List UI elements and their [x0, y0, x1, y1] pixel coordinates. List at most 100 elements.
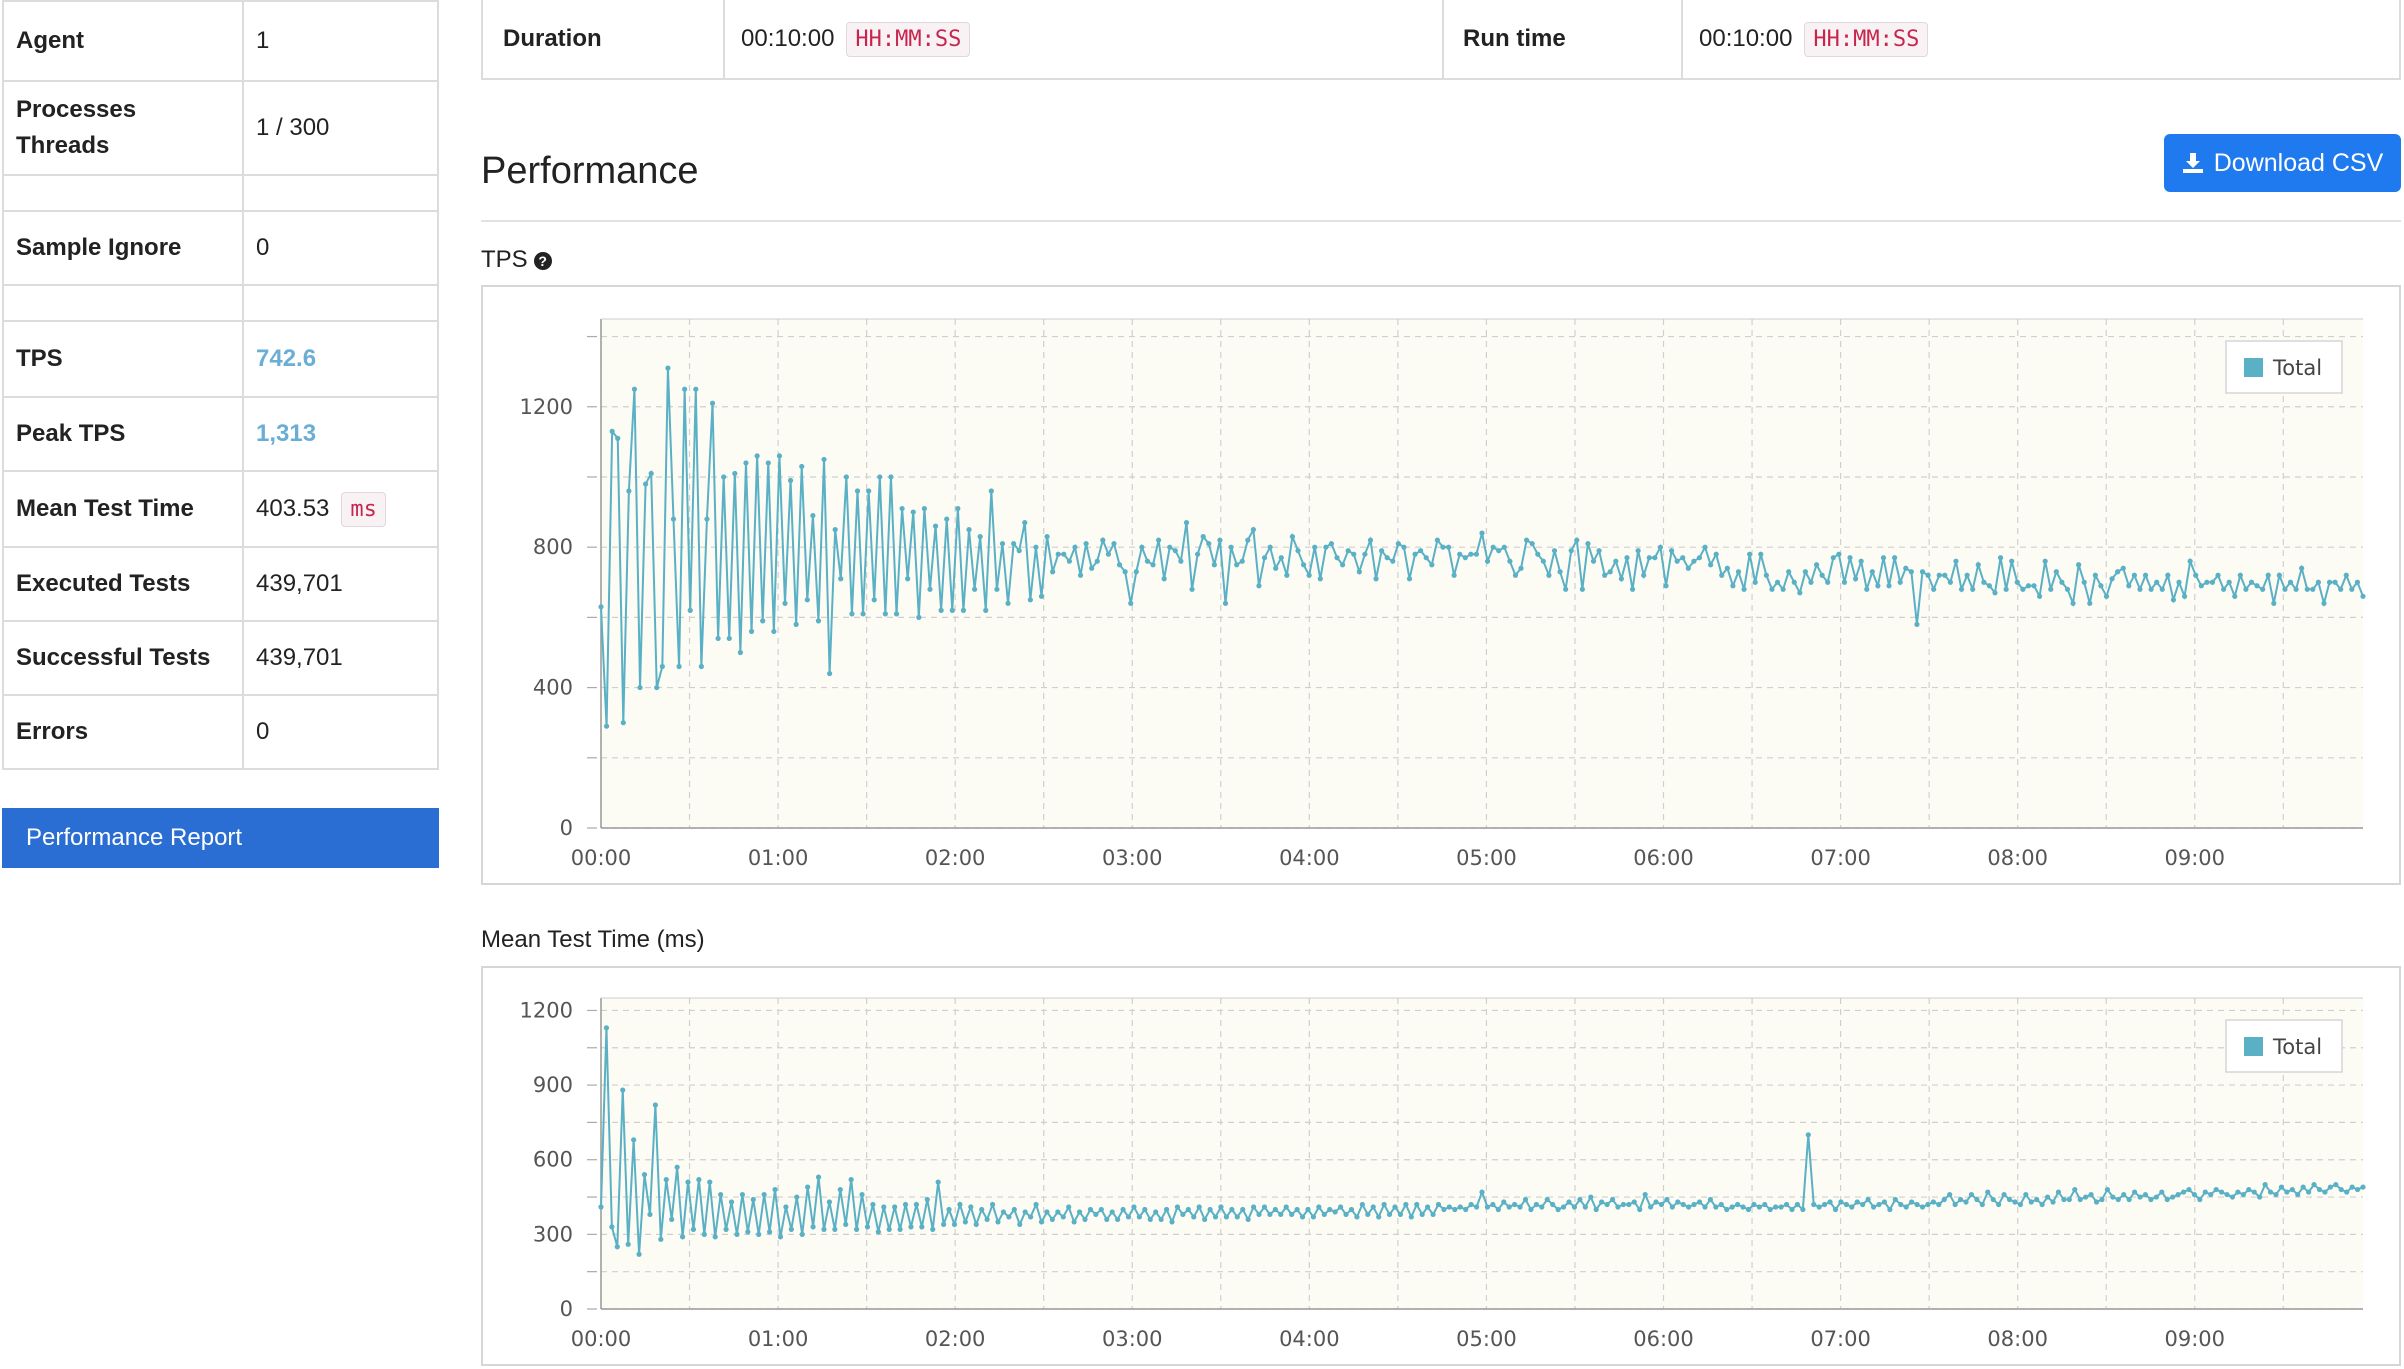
data-point: [1836, 551, 1842, 557]
data-point: [866, 488, 872, 494]
data-point: [1791, 579, 1797, 585]
data-point: [1228, 544, 1234, 550]
data-point: [805, 1184, 811, 1190]
data-point: [1250, 527, 1256, 533]
data-point: [1283, 1204, 1289, 1210]
data-point: [1256, 583, 1262, 589]
data-point: [1819, 572, 1825, 578]
data-point: [1675, 1199, 1681, 1205]
data-point: [1708, 562, 1714, 568]
data-point: [2142, 1191, 2149, 1198]
download-csv-button[interactable]: Download CSV: [2164, 134, 2401, 192]
data-point: [1300, 562, 1307, 568]
data-point: [1376, 1214, 1382, 1220]
data-point: [1669, 1204, 1675, 1210]
data-point: [1055, 551, 1061, 557]
data-point: [1646, 555, 1652, 561]
data-point: [984, 1216, 990, 1223]
y-tick-label: 900: [533, 1073, 573, 1097]
data-point: [1876, 1201, 1882, 1208]
data-point: [955, 505, 961, 512]
data-point: [1802, 569, 1809, 575]
data-point: [910, 509, 916, 515]
data-point: [1418, 548, 1424, 554]
data-point: [1512, 572, 1519, 578]
data-point: [2219, 1189, 2225, 1195]
x-tick-label: 06:00: [1633, 846, 1694, 870]
data-point: [854, 488, 861, 494]
data-point: [1985, 1189, 1991, 1195]
data-point: [2240, 1191, 2246, 1198]
data-point: [739, 1191, 745, 1198]
data-point: [1284, 572, 1290, 578]
divider: [481, 220, 2401, 222]
data-point: [843, 474, 849, 480]
data-point: [1702, 544, 1708, 550]
data-point: [1713, 551, 1719, 557]
data-point: [782, 600, 788, 606]
data-point: [1289, 1211, 1295, 1218]
data-point: [871, 597, 877, 603]
data-point: [2121, 1191, 2127, 1198]
stats-value-cell: 403.53 ms: [242, 470, 439, 548]
data-point: [1540, 558, 1546, 564]
data-point: [2243, 586, 2249, 592]
data-point: [1061, 551, 1067, 557]
data-point: [864, 1224, 871, 1230]
data-point: [1098, 1206, 1104, 1213]
data-point: [2099, 1196, 2105, 1203]
stats-row: [2, 174, 439, 212]
data-point: [728, 1199, 735, 1205]
data-point: [1568, 548, 1574, 554]
data-point: [1774, 579, 1781, 585]
data-point: [1925, 1201, 1931, 1208]
data-point: [2104, 1186, 2111, 1193]
data-point: [663, 1177, 669, 1183]
data-point: [1560, 1204, 1567, 1210]
data-point: [1038, 593, 1045, 599]
data-point: [2344, 1189, 2350, 1195]
data-point: [988, 488, 994, 494]
data-point: [1767, 1206, 1773, 1213]
data-point: [1334, 555, 1340, 561]
stats-row: Errors 0: [2, 694, 439, 770]
data-point: [1501, 544, 1507, 550]
runtime-label: Run time: [1463, 25, 1566, 52]
data-point: [1386, 1211, 1393, 1218]
data-point: [1425, 1204, 1431, 1210]
data-point: [881, 1204, 887, 1210]
data-point: [1128, 600, 1134, 606]
data-point: [1958, 586, 1965, 592]
data-point: [1582, 1204, 1588, 1210]
data-point: [2251, 1189, 2257, 1195]
performance-report-button[interactable]: Performance Report: [2, 808, 439, 868]
y-tick-label: 0: [560, 816, 573, 840]
data-point: [1109, 1209, 1115, 1215]
download-icon: [2182, 153, 2203, 173]
data-point: [1240, 1206, 1246, 1213]
data-point: [2271, 600, 2277, 606]
data-point: [1429, 562, 1435, 568]
data-point: [899, 505, 905, 512]
data-point: [2311, 1182, 2317, 1188]
data-point: [799, 1231, 805, 1237]
data-point: [1473, 551, 1480, 557]
data-point: [669, 1216, 675, 1223]
data-point: [1484, 558, 1491, 564]
data-point: [1528, 1206, 1534, 1213]
data-point: [658, 1236, 664, 1242]
help-icon[interactable]: ?: [533, 251, 552, 270]
data-point: [1599, 1199, 1605, 1205]
data-point: [2304, 586, 2310, 592]
data-point: [860, 611, 866, 617]
data-point: [718, 1191, 724, 1198]
data-point: [1852, 576, 1859, 582]
data-point: [1574, 537, 1580, 543]
data-point: [1762, 1201, 1768, 1208]
data-point: [1629, 586, 1636, 592]
data-point: [799, 463, 805, 470]
data-point: [1479, 530, 1485, 536]
data-point: [2333, 1182, 2339, 1188]
data-point: [892, 1204, 898, 1210]
data-point: [1267, 544, 1273, 550]
